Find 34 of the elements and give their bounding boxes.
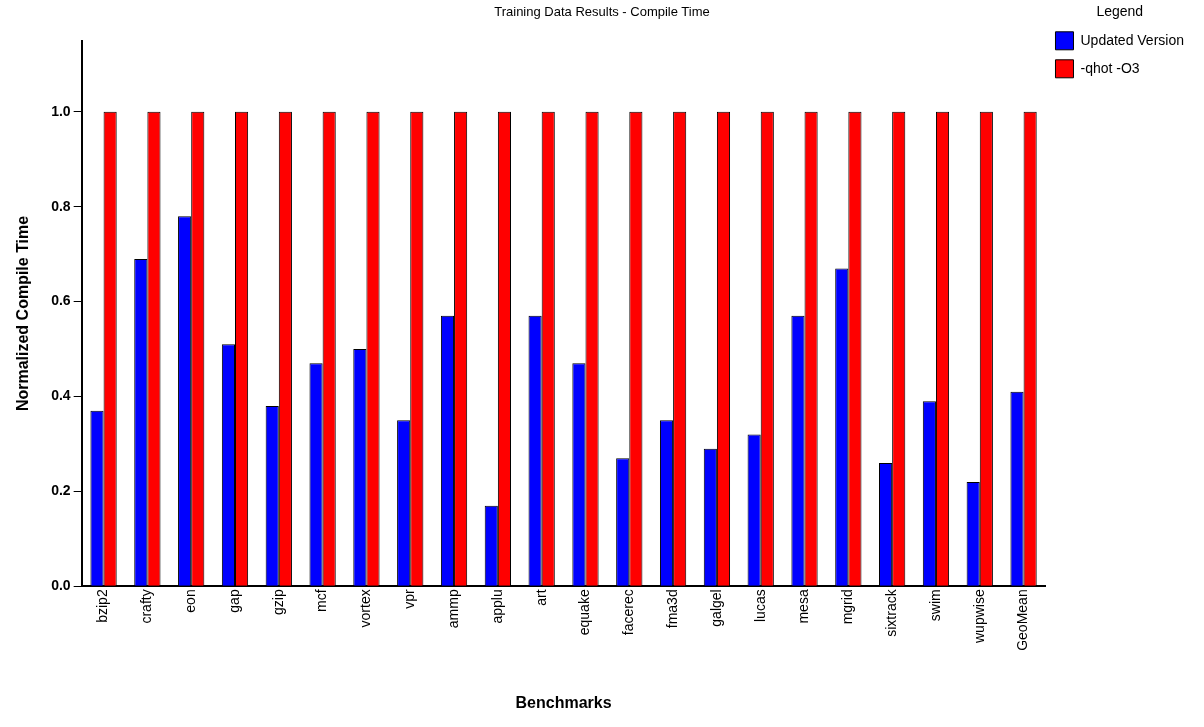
x-tick-label: vpr (401, 588, 418, 609)
y-tick-label: 0.0 (51, 577, 71, 594)
x-tick-label: gap (225, 589, 242, 613)
x-tick-label: wupwise (970, 589, 987, 645)
y-tick-label: 1.0 (51, 102, 71, 119)
legend-title: Legend (1096, 2, 1144, 19)
y-tick-label: 0.2 (51, 482, 71, 499)
x-axis-title: Benchmarks (515, 693, 612, 711)
x-tick-label: crafty (138, 589, 155, 624)
legend-label: Updated Version (1080, 31, 1185, 48)
x-tick-label: swim (926, 589, 943, 622)
y-tick-label: 0.8 (51, 197, 71, 214)
x-tick-label: facerec (620, 589, 637, 636)
x-tick-label: eon (182, 589, 199, 613)
y-tick-label: 0.4 (51, 387, 71, 404)
y-tick-label: 0.6 (51, 292, 71, 309)
x-tick-label: sixtrack (883, 588, 900, 637)
x-tick-label: fma3d (663, 589, 680, 629)
x-tick-label: ammp (444, 589, 461, 629)
legend-label: -qhot -O3 (1080, 59, 1140, 76)
x-tick-label: galgel (707, 589, 724, 627)
x-tick-label: equake (576, 589, 593, 636)
chart-title: Training Data Results - Compile Time (494, 4, 710, 20)
x-tick-label: applu (488, 589, 505, 624)
x-tick-label: gzip (269, 589, 286, 616)
x-tick-label: GeoMean (1014, 589, 1031, 651)
x-tick-label: bzip2 (94, 589, 111, 623)
x-tick-label: mesa (795, 589, 812, 624)
x-tick-label: mcf (313, 589, 330, 612)
x-tick-label: vortex (357, 589, 374, 628)
x-tick-label: lucas (751, 589, 768, 623)
y-axis-title: Normalized Compile Time (14, 215, 32, 412)
x-tick-label: art (532, 589, 549, 606)
x-tick-label: mgrid (839, 589, 856, 625)
